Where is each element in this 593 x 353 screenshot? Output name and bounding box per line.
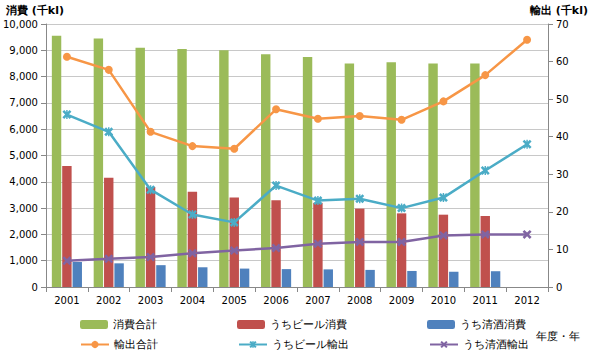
svg-text:消費 (千kl): 消費 (千kl)	[5, 4, 64, 17]
svg-text:消費合計: 消費合計	[113, 318, 157, 331]
svg-text:40: 40	[556, 131, 569, 142]
svg-text:2010: 2010	[431, 295, 456, 306]
svg-text:うち清酒消費: うち清酒消費	[460, 318, 526, 331]
svg-text:50: 50	[556, 94, 569, 105]
svg-text:6,000: 6,000	[9, 124, 38, 135]
svg-text:2011: 2011	[473, 295, 498, 306]
svg-text:うちビール消費: うちビール消費	[270, 318, 347, 331]
svg-text:9,000: 9,000	[9, 45, 38, 56]
svg-text:2001: 2001	[54, 295, 79, 306]
svg-text:5,000: 5,000	[9, 150, 38, 161]
svg-text:7,000: 7,000	[9, 97, 38, 108]
svg-text:30: 30	[556, 169, 569, 180]
svg-text:2003: 2003	[138, 295, 163, 306]
svg-text:10,000: 10,000	[3, 19, 38, 30]
svg-text:年度・年: 年度・年	[536, 330, 580, 343]
svg-text:うち清酒輸出: うち清酒輸出	[463, 338, 529, 351]
svg-text:8,000: 8,000	[9, 71, 38, 82]
svg-text:1,000: 1,000	[9, 255, 38, 266]
svg-text:輸出 (千kl): 輸出 (千kl)	[529, 4, 588, 17]
svg-text:70: 70	[556, 19, 569, 30]
svg-text:60: 60	[556, 56, 569, 67]
svg-text:2005: 2005	[222, 295, 247, 306]
svg-text:2002: 2002	[96, 295, 121, 306]
svg-text:2,000: 2,000	[9, 229, 38, 240]
svg-text:3,000: 3,000	[9, 203, 38, 214]
svg-text:2012: 2012	[514, 295, 539, 306]
svg-text:2006: 2006	[263, 295, 288, 306]
svg-text:10: 10	[556, 244, 569, 255]
svg-text:4,000: 4,000	[9, 176, 38, 187]
svg-text:2009: 2009	[389, 295, 414, 306]
svg-text:2007: 2007	[305, 295, 330, 306]
svg-text:うちビール輸出: うちビール輸出	[272, 338, 349, 351]
svg-text:2004: 2004	[180, 295, 205, 306]
svg-text:輸出合計: 輸出合計	[114, 338, 158, 351]
svg-text:0: 0	[556, 282, 562, 293]
svg-text:0: 0	[32, 282, 38, 293]
svg-text:2008: 2008	[347, 295, 372, 306]
svg-text:20: 20	[556, 206, 569, 217]
